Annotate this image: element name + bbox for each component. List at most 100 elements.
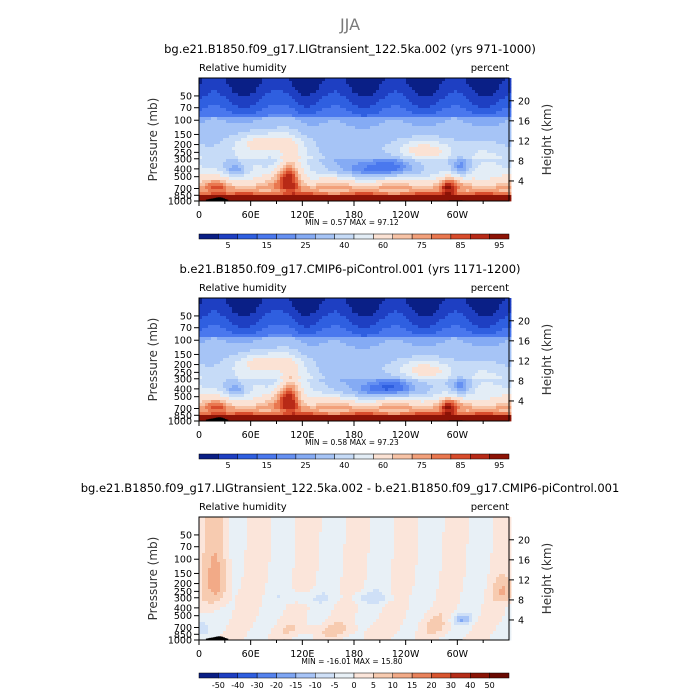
heatmap-cell	[307, 138, 311, 142]
heatmap-cell	[493, 87, 497, 91]
heatmap-cell	[331, 156, 335, 160]
heatmap-cell	[229, 186, 233, 190]
heatmap-cell	[268, 189, 272, 193]
heatmap-cell	[292, 144, 296, 148]
heatmap-cell	[229, 361, 233, 365]
heatmap-cell	[274, 126, 278, 130]
heatmap-cell	[430, 123, 434, 127]
heatmap-cell	[433, 153, 437, 157]
heatmap-cell	[496, 177, 500, 181]
heatmap-cell	[448, 183, 452, 187]
heatmap-cell	[310, 141, 314, 145]
heatmap-cell	[223, 328, 227, 332]
heatmap-cell	[439, 180, 443, 184]
heatmap-cell	[247, 84, 251, 88]
heatmap-cell	[337, 90, 341, 94]
heatmap-cell	[385, 87, 389, 91]
heatmap-cell	[295, 135, 299, 139]
heatmap-cell	[199, 150, 203, 154]
colorbar-label: 15	[262, 241, 272, 250]
heatmap-cell	[424, 117, 428, 121]
heatmap-cell	[370, 102, 374, 106]
heatmap-cell	[376, 162, 380, 166]
heatmap-cell	[346, 153, 350, 157]
heatmap-cell	[421, 144, 425, 148]
heatmap-cell	[220, 138, 224, 142]
heatmap-cell	[277, 141, 281, 145]
heatmap-cell	[379, 90, 383, 94]
heatmap-cell	[346, 123, 350, 127]
heatmap-cell	[454, 138, 458, 142]
heatmap-cell	[418, 93, 422, 97]
heatmap-cell	[481, 156, 485, 160]
heatmap-cell	[337, 120, 341, 124]
heatmap-cell	[475, 189, 479, 193]
heatmap-cell	[400, 102, 404, 106]
heatmap-cell	[382, 174, 386, 178]
heatmap-cell	[265, 195, 269, 199]
heatmap-cell	[460, 165, 464, 169]
heatmap-cell	[355, 84, 359, 88]
heatmap-cell	[451, 180, 455, 184]
heatmap-cell	[499, 189, 503, 193]
heatmap-cell	[370, 90, 374, 94]
heatmap-cell	[487, 129, 491, 133]
heatmap-cell	[322, 174, 326, 178]
heatmap-cell	[313, 183, 317, 187]
heatmap-cell	[241, 415, 245, 419]
heatmap-cell	[409, 165, 413, 169]
heatmap-cell	[478, 147, 482, 151]
heatmap-cell	[397, 117, 401, 121]
heatmap-cell	[400, 165, 404, 169]
heatmap-cell	[388, 147, 392, 151]
heatmap-cell	[505, 87, 509, 91]
heatmap-cell	[346, 150, 350, 154]
heatmap-cell	[205, 373, 209, 377]
heatmap-cell	[508, 198, 512, 202]
heatmap-cell	[367, 147, 371, 151]
heatmap-cell	[367, 81, 371, 85]
heatmap-cell	[280, 177, 284, 181]
heatmap-cell	[424, 141, 428, 145]
heatmap-cell	[481, 159, 485, 163]
heatmap-cell	[349, 174, 353, 178]
heatmap-cell	[208, 84, 212, 88]
heatmap-cell	[424, 114, 428, 118]
heatmap-cell	[400, 108, 404, 112]
heatmap-cell	[367, 111, 371, 115]
heatmap-cell	[430, 102, 434, 106]
heatmap-cell	[454, 177, 458, 181]
heatmap-cell	[220, 367, 224, 371]
heatmap-cell	[208, 195, 212, 199]
heatmap-cell	[505, 141, 509, 145]
heatmap-cell	[361, 84, 365, 88]
heatmap-cell	[268, 135, 272, 139]
heatmap-cell	[241, 156, 245, 160]
heatmap-cell	[460, 114, 464, 118]
heatmap-cell	[328, 171, 332, 175]
heatmap-cell	[226, 159, 230, 163]
heatmap-cell	[457, 111, 461, 115]
heatmap-cell	[223, 189, 227, 193]
heatmap-cell	[229, 415, 233, 419]
heatmap-cell	[376, 90, 380, 94]
heatmap-cell	[439, 93, 443, 97]
heatmap-cell	[211, 316, 215, 320]
heatmap-cell	[343, 123, 347, 127]
heatmap-cell	[262, 171, 266, 175]
heatmap-cell	[397, 87, 401, 91]
heatmap-cell	[391, 195, 395, 199]
heatmap-cell	[232, 171, 236, 175]
heatmap-cell	[259, 144, 263, 148]
heatmap-cell	[481, 138, 485, 142]
heatmap-cell	[499, 117, 503, 121]
heatmap-cell	[208, 120, 212, 124]
heatmap-cell	[496, 129, 500, 133]
heatmap-cell	[406, 114, 410, 118]
heatmap-cell	[358, 150, 362, 154]
heatmap-cell	[274, 168, 278, 172]
heatmap-cell	[478, 156, 482, 160]
heatmap-cell	[217, 346, 221, 350]
heatmap-cell	[382, 150, 386, 154]
heatmap-cell	[214, 379, 218, 383]
